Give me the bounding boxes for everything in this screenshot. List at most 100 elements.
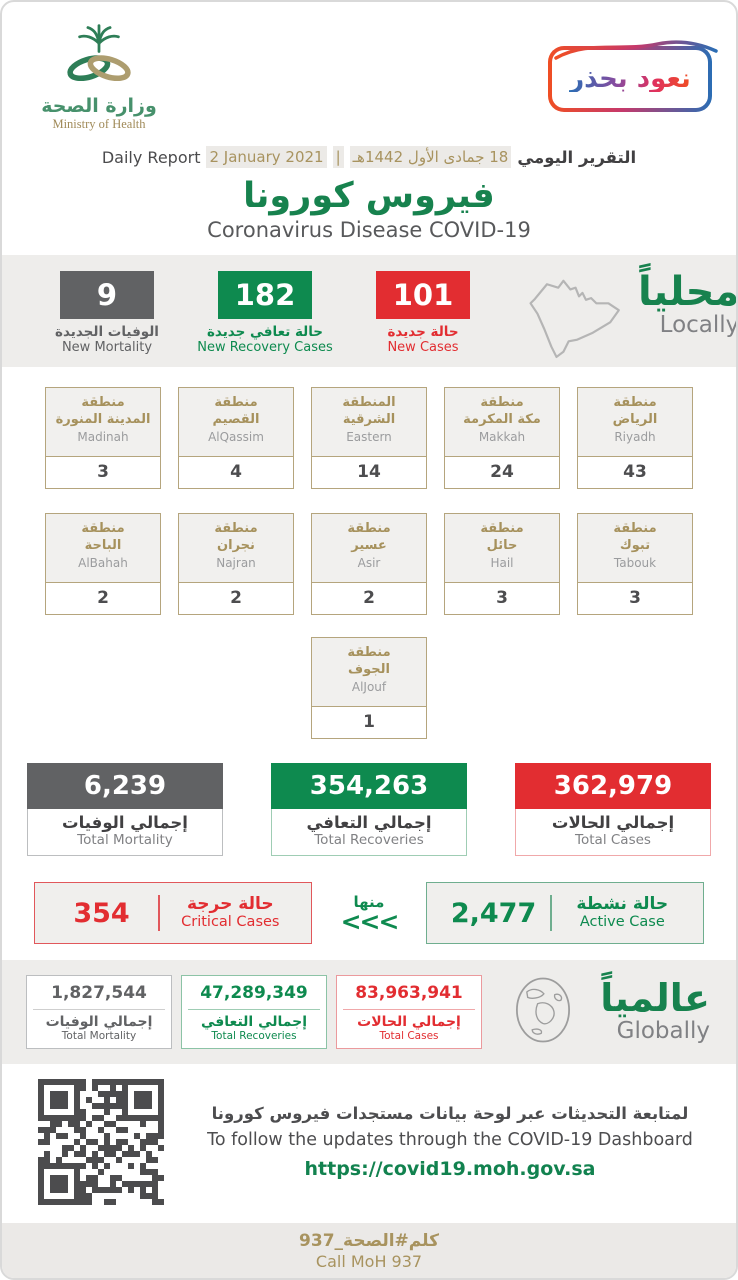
region-card-tabouk: منطقة تبوك Tabouk 3 — [577, 513, 693, 615]
region-name-ar: الرياض — [612, 411, 658, 427]
total-mortality-label-ar: إجمالي الوفيات — [62, 813, 188, 832]
region-name-en: Asir — [357, 555, 381, 570]
total-recoveries-label-ar: إجمالي التعافي — [306, 813, 432, 832]
region-name-ar: المدينة المنورة — [55, 411, 151, 427]
region-card-eastern: المنطقة الشرقية Eastern 14 — [311, 387, 427, 489]
disease-title-arabic: فيروس كورونا — [243, 176, 495, 216]
new-mortality-stat: 9 الوفيات الجديدة New Mortality — [28, 271, 186, 355]
new-mortality-label-en: New Mortality — [61, 340, 153, 355]
report-title-arabic: التقرير اليومي — [517, 147, 637, 167]
new-cases-label-en: New Cases — [387, 340, 459, 355]
new-mortality-label-ar: الوفيات الجديدة — [55, 324, 159, 340]
region-card-madinah: منطقة المدينة المنورة Madinah 3 — [45, 387, 161, 489]
locally-title-english: Locally — [659, 312, 738, 338]
critical-cases-value: 354 — [73, 897, 130, 929]
global-cases-box: 83,963,941 إجمالي الحالات Total Cases — [336, 975, 482, 1049]
left-arrows-icon: <<< — [340, 906, 400, 936]
call-moh-strip: كلم#الصحة_937 Call MoH 937 — [2, 1223, 736, 1278]
region-name-ar: منطقة — [214, 395, 258, 410]
moh-logo: وزارة الصحة Ministry of Health — [40, 22, 158, 132]
badge-swoosh-icon — [554, 40, 718, 60]
logo-title-arabic: وزارة الصحة — [41, 95, 157, 117]
region-card-asir: منطقة عسير Asir 2 — [311, 513, 427, 615]
region-card-najran: منطقة نجران Najran 2 — [178, 513, 294, 615]
region-name-en: AlJouf — [351, 679, 387, 694]
region-name-ar: الشرقية — [342, 411, 396, 427]
badge-label: نعود بحذر — [569, 64, 691, 94]
global-recoveries-value: 47,289,349 — [200, 983, 308, 1003]
globally-title-english: Globally — [616, 1018, 710, 1045]
region-value: 1 — [312, 706, 426, 738]
region-value: 2 — [46, 582, 160, 614]
divider — [550, 895, 552, 931]
dashboard-url-link[interactable]: https://covid19.moh.gov.sa — [304, 1158, 596, 1180]
locally-title-arabic: محلياً — [638, 269, 738, 315]
divider — [33, 1009, 165, 1010]
total-cases-label-ar: إجمالي الحالات — [551, 813, 675, 832]
region-name-ar: منطقة — [81, 521, 125, 536]
region-name-en: Eastern — [346, 429, 392, 444]
palm-and-swords-icon — [67, 24, 131, 82]
region-value: 3 — [445, 582, 559, 614]
region-name-ar: منطقة — [81, 395, 125, 410]
new-cases-value: 101 — [376, 271, 470, 319]
of-which-indicator: منها <<< — [336, 893, 402, 934]
region-value: 14 — [312, 456, 426, 488]
globe-icon — [516, 977, 570, 1043]
total-recoveries-label-en: Total Recoveries — [314, 832, 424, 848]
region-name-ar: منطقة — [214, 521, 258, 536]
of-which-label-ar: منها — [353, 892, 385, 911]
dashboard-line-english: To follow the updates through the COVID-… — [207, 1130, 693, 1150]
total-mortality-label-en: Total Mortality — [77, 832, 173, 848]
qr-code — [38, 1079, 164, 1205]
new-mortality-value: 9 — [60, 271, 154, 319]
region-name-en: Riyadh — [614, 429, 656, 444]
region-value: 2 — [179, 582, 293, 614]
region-name-ar: حائل — [486, 537, 518, 553]
region-name-ar: منطقة — [613, 521, 657, 536]
region-card-hail: منطقة حائل Hail 3 — [444, 513, 560, 615]
region-card-makkah: منطقة مكة المكرمة Makkah 24 — [444, 387, 560, 489]
critical-active-row: 354 حالة حرجة Critical Cases منها <<< 2,… — [2, 882, 736, 944]
region-row-2: منطقة الباحة AlBahah 2 منطقة نجران Najra… — [2, 513, 736, 615]
region-name-ar: منطقة — [613, 395, 657, 410]
report-title-english: Daily Report — [101, 147, 201, 167]
region-name-ar: مكة المكرمة — [463, 411, 541, 427]
return-with-caution-badge: نعود بحذر — [548, 40, 718, 116]
new-recoveries-label-en: New Recovery Cases — [197, 340, 333, 355]
global-cases-label-ar: إجمالي الحالات — [357, 1014, 461, 1030]
region-card-riyadh: منطقة الرياض Riyadh 43 — [577, 387, 693, 489]
global-recoveries-label-ar: إجمالي التعافي — [200, 1014, 308, 1030]
region-name-ar: المنطقة — [342, 395, 396, 410]
active-cases-label-en: Active Case — [579, 914, 665, 931]
total-mortality-card: 6,239 إجمالي الوفيات Total Mortality — [27, 763, 223, 856]
region-name-ar: منطقة — [347, 521, 391, 536]
region-name-en: AlBahah — [78, 555, 128, 570]
report-date-line: Daily Report 2 January 2021 | 18 جمادى ا… — [2, 146, 736, 168]
date-separator: | — [332, 146, 344, 168]
critical-cases-label-en: Critical Cases — [181, 914, 280, 931]
divider — [343, 1009, 475, 1010]
critical-cases-box: 354 حالة حرجة Critical Cases — [34, 882, 312, 944]
region-row-1: منطقة المدينة المنورة Madinah 3 منطقة ال… — [2, 387, 736, 489]
global-mortality-label-en: Total Mortality — [61, 1030, 137, 1042]
disease-title-english: Coronavirus Disease COVID-19 — [207, 218, 531, 242]
logo-title-english: Ministry of Health — [52, 117, 146, 131]
region-name-ar: نجران — [217, 537, 255, 553]
region-name-ar: منطقة — [480, 395, 524, 410]
global-mortality-box: 1,827,544 إجمالي الوفيات Total Mortality — [26, 975, 172, 1049]
header: وزارة الصحة Ministry of Health نعود بحذر — [2, 2, 736, 144]
region-value: 3 — [578, 582, 692, 614]
global-recoveries-box: 47,289,349 إجمالي التعافي Total Recoveri… — [181, 975, 327, 1049]
totals-row: 6,239 إجمالي الوفيات Total Mortality 354… — [2, 763, 736, 856]
region-name-ar: منطقة — [480, 521, 524, 536]
region-name-ar: منطقة — [347, 645, 391, 660]
total-mortality-value: 6,239 — [27, 763, 223, 809]
globally-title-arabic: عالمياً — [600, 976, 710, 1021]
global-mortality-value: 1,827,544 — [51, 983, 147, 1003]
new-cases-stat: 101 حالة جديدة New Cases — [344, 271, 502, 355]
new-recoveries-value: 182 — [218, 271, 312, 319]
total-cases-label-en: Total Cases — [575, 832, 651, 848]
region-card-albahah: منطقة الباحة AlBahah 2 — [45, 513, 161, 615]
